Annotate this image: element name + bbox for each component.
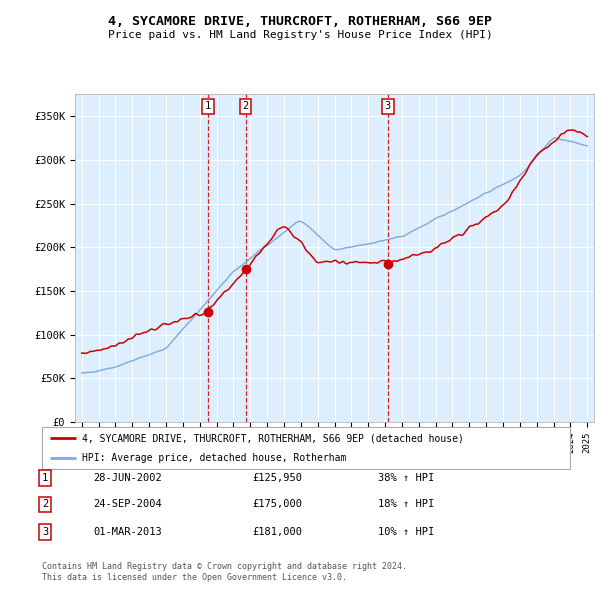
- Text: 1: 1: [42, 473, 48, 483]
- Text: 4, SYCAMORE DRIVE, THURCROFT, ROTHERHAM, S66 9EP (detached house): 4, SYCAMORE DRIVE, THURCROFT, ROTHERHAM,…: [82, 433, 463, 443]
- Text: 2: 2: [42, 500, 48, 509]
- FancyBboxPatch shape: [42, 427, 570, 469]
- Text: 18% ↑ HPI: 18% ↑ HPI: [378, 500, 434, 509]
- Text: HPI: Average price, detached house, Rotherham: HPI: Average price, detached house, Roth…: [82, 453, 346, 463]
- Text: 01-MAR-2013: 01-MAR-2013: [93, 527, 162, 537]
- Text: 1: 1: [205, 101, 211, 112]
- Text: 3: 3: [42, 527, 48, 537]
- Text: 10% ↑ HPI: 10% ↑ HPI: [378, 527, 434, 537]
- Text: Price paid vs. HM Land Registry's House Price Index (HPI): Price paid vs. HM Land Registry's House …: [107, 30, 493, 40]
- Text: 38% ↑ HPI: 38% ↑ HPI: [378, 473, 434, 483]
- Text: £175,000: £175,000: [252, 500, 302, 509]
- Text: 2: 2: [242, 101, 249, 112]
- Text: £125,950: £125,950: [252, 473, 302, 483]
- Text: 24-SEP-2004: 24-SEP-2004: [93, 500, 162, 509]
- Text: 28-JUN-2002: 28-JUN-2002: [93, 473, 162, 483]
- Text: Contains HM Land Registry data © Crown copyright and database right 2024.: Contains HM Land Registry data © Crown c…: [42, 562, 407, 571]
- Text: 3: 3: [385, 101, 391, 112]
- Text: 4, SYCAMORE DRIVE, THURCROFT, ROTHERHAM, S66 9EP: 4, SYCAMORE DRIVE, THURCROFT, ROTHERHAM,…: [108, 15, 492, 28]
- Text: This data is licensed under the Open Government Licence v3.0.: This data is licensed under the Open Gov…: [42, 573, 347, 582]
- Text: £181,000: £181,000: [252, 527, 302, 537]
